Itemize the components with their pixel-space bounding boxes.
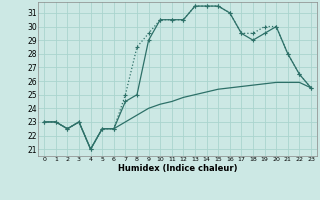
X-axis label: Humidex (Indice chaleur): Humidex (Indice chaleur)	[118, 164, 237, 173]
